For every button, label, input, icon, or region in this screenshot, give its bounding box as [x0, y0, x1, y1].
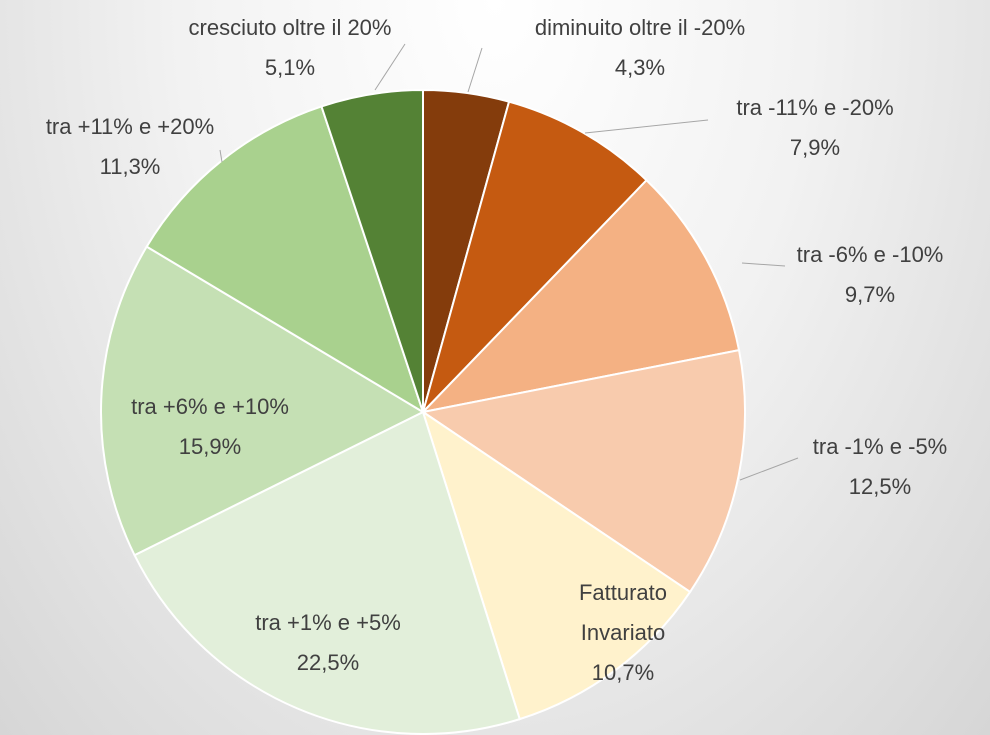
value-label: 12,5%	[848, 474, 912, 499]
category-label: tra -6% e -10%	[796, 242, 944, 267]
leader-line	[584, 119, 709, 134]
category-label: tra +11% e +20%	[45, 114, 215, 139]
data-label: tra +1% e +5% 22,5%	[255, 603, 401, 683]
category-label: diminuito oltre il -20%	[534, 15, 746, 40]
pie-slice	[421, 409, 692, 721]
data-label: diminuito oltre il -20% 4,3%	[535, 8, 745, 88]
category-label: tra +1% e +5%	[255, 610, 401, 635]
data-label: tra +11% e +20% 11,3%	[46, 107, 214, 187]
leader-lines	[219, 43, 799, 481]
leader-line	[374, 43, 406, 91]
leader-line	[739, 457, 799, 481]
value-label: 5,1%	[264, 55, 316, 80]
value-label: 4,3%	[614, 55, 666, 80]
pie-slice	[100, 245, 426, 557]
category-label: cresciuto oltre il 20%	[188, 15, 392, 40]
leader-line	[741, 262, 786, 267]
pie-slice	[133, 410, 521, 735]
value-label: 15,9%	[178, 434, 242, 459]
category-label: tra -11% e -20%	[736, 95, 894, 120]
data-label: tra -11% e -20% 7,9%	[736, 88, 893, 168]
category-label: tra +6% e +10%	[131, 394, 289, 419]
data-label: tra -1% e -5% 12,5%	[813, 427, 948, 507]
pie-slice	[420, 348, 746, 594]
data-label: cresciuto oltre il 20% 5,1%	[189, 8, 392, 88]
value-label: 9,7%	[844, 282, 896, 307]
value-label: 10,7%	[591, 660, 655, 685]
value-label: 22,5%	[296, 650, 360, 675]
leader-line	[219, 149, 223, 163]
category-label: Fatturato Invariato	[578, 580, 668, 645]
pie-slice	[422, 100, 648, 413]
pie-slice	[420, 178, 741, 414]
data-label: tra +6% e +10% 15,9%	[131, 387, 289, 467]
value-label: 11,3%	[99, 154, 161, 179]
data-label: tra -6% e -10% 9,7%	[797, 235, 944, 315]
category-label: tra -1% e -5%	[812, 434, 948, 459]
pie-slice	[320, 88, 424, 413]
leader-line	[467, 47, 483, 93]
value-label: 7,9%	[789, 135, 841, 160]
data-label: Fatturato Invariato 10,7%	[558, 573, 688, 693]
